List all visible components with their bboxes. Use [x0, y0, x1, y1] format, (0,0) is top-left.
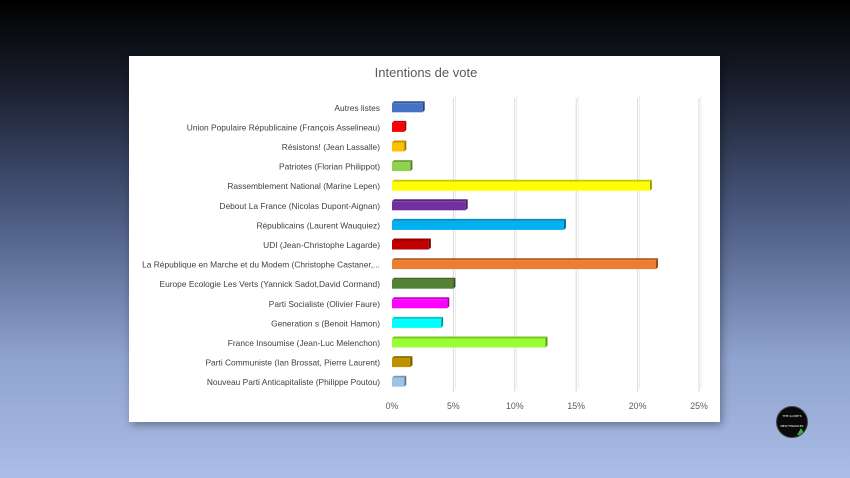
bar-top	[392, 356, 413, 359]
bar	[392, 220, 564, 230]
bar-side	[447, 297, 450, 309]
bar-side	[404, 120, 407, 132]
category-label: Debout La France (Nicolas Dupont-Aignan)	[219, 201, 380, 211]
bar	[392, 377, 405, 387]
bar	[392, 240, 429, 250]
bar-top	[392, 160, 413, 163]
bar-top	[392, 120, 407, 123]
bar-top	[392, 218, 566, 221]
logo-text-top: THE GUIDE'S	[782, 414, 802, 418]
bar-top	[392, 297, 450, 300]
category-label: Patriotes (Florian Philippot)	[279, 162, 380, 172]
bar-side	[410, 160, 413, 172]
x-tick-label: 15%	[567, 401, 585, 411]
x-axis-ticks: 0% 5% 10% 15% 20% 25%	[386, 401, 708, 411]
bar-chart: Intentions de vote Autres listes Union Po…	[142, 65, 708, 411]
bar-side	[563, 218, 566, 230]
bar-top	[392, 277, 456, 280]
bar	[392, 358, 411, 368]
x-tick-label: 20%	[629, 401, 647, 411]
bar	[392, 260, 657, 270]
x-tick-label: 5%	[447, 401, 460, 411]
bar-side	[410, 356, 413, 368]
bar-side	[428, 238, 431, 250]
bar	[392, 299, 448, 309]
bar	[392, 162, 411, 172]
category-label: Rassemblement National (Marine Lepen)	[227, 181, 380, 191]
bar-side	[441, 316, 444, 328]
bar-side	[422, 101, 425, 113]
bar-side	[656, 258, 659, 270]
channel-logo: THE GUIDE'S NEW FINANCES	[776, 406, 808, 438]
bar-top	[392, 199, 468, 202]
category-labels: Autres listes Union Populaire Républicain…	[142, 103, 380, 387]
category-label: Generation s (Benoit Hamon)	[271, 318, 380, 328]
category-label: Parti Communiste (Ian Brossat, Pierre La…	[205, 358, 380, 368]
bar-side	[404, 140, 407, 152]
category-label: La République en Marche et du Modem (Chr…	[142, 260, 380, 270]
x-tick-label: 10%	[506, 401, 524, 411]
bar	[392, 279, 454, 289]
category-label: Parti Socialiste (Olivier Faure)	[269, 299, 380, 309]
bar-side	[465, 199, 468, 211]
category-label: Républicains (Laurent Wauquiez)	[256, 220, 380, 230]
bar	[392, 103, 423, 113]
category-label: Résistons! (Jean Lassalle)	[282, 142, 380, 152]
bar	[392, 122, 405, 132]
bar-side	[649, 179, 652, 191]
category-label: France Insoumise (Jean-Luc Melenchon)	[228, 338, 380, 348]
bar-top	[392, 258, 659, 261]
chart-card: Intentions de vote Autres listes Union Po…	[129, 56, 720, 422]
category-label: Union Populaire Républicaine (François A…	[187, 122, 380, 132]
logo-text-bottom: NEW FINANCES	[780, 424, 804, 428]
bar-side	[453, 277, 456, 289]
bars	[392, 101, 659, 387]
bar-side	[404, 375, 407, 387]
bar	[392, 181, 650, 191]
bar-top	[392, 238, 431, 241]
bar-top	[392, 336, 548, 339]
category-label: UDI (Jean-Christophe Lagarde)	[263, 240, 380, 250]
bar	[392, 201, 466, 211]
bar-top	[392, 179, 652, 182]
chart-title: Intentions de vote	[375, 65, 478, 80]
category-label: Europe Ecologie Les Verts (Yannick Sadot…	[159, 279, 380, 289]
bar-top	[392, 101, 425, 104]
logo-triangle-icon	[797, 428, 805, 435]
bar	[392, 338, 546, 348]
bar	[392, 318, 442, 328]
bar-top	[392, 316, 444, 319]
category-label: Nouveau Parti Anticapitaliste (Philippe …	[207, 377, 380, 387]
x-tick-label: 25%	[690, 401, 708, 411]
gridlines	[452, 95, 702, 392]
category-label: Autres listes	[334, 103, 380, 113]
bar	[392, 142, 405, 152]
bar-side	[545, 336, 548, 348]
bar-top	[392, 140, 407, 143]
x-tick-label: 0%	[386, 401, 399, 411]
bar-top	[392, 375, 407, 378]
